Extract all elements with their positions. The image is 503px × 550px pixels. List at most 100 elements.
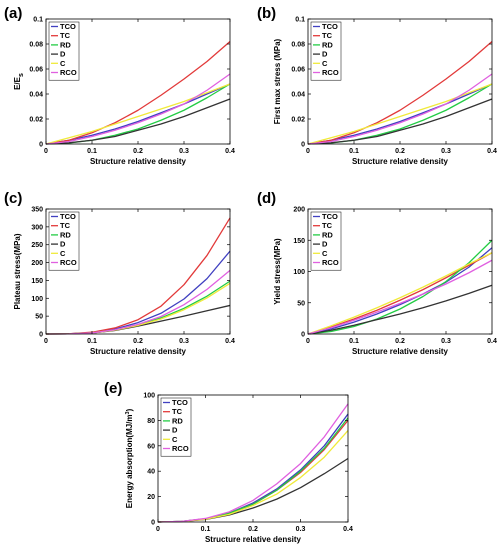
y-tick-label: 0.02 <box>29 117 43 124</box>
y-axis-title: E/Es <box>13 73 25 90</box>
y-tick-label: 0 <box>39 332 43 339</box>
legend-label-d: D <box>322 240 328 249</box>
x-tick-label: 0.4 <box>225 148 235 155</box>
y-axis-title-main: Energy absorption(MJ/m <box>125 414 134 508</box>
legend-label-tc: TC <box>60 221 71 230</box>
x-tick-label: 0.4 <box>487 148 497 155</box>
y-tick-label: 150 <box>31 278 43 285</box>
y-tick-label: 20 <box>147 494 155 501</box>
x-tick-label: 0 <box>156 526 160 533</box>
y-tick-label: 0 <box>39 142 43 149</box>
legend-label-c: C <box>60 59 66 68</box>
legend-label-rco: RCO <box>60 258 77 267</box>
series-line-d <box>307 284 493 335</box>
chart-panel-b: (b) 0 0.1 0.2 0.3 0.4 0 0.02 0.04 0.06 0.08 0.1 Stru… <box>257 5 497 166</box>
series-line-rco <box>157 403 349 523</box>
y-tick-label: 0.1 <box>295 17 305 24</box>
x-tick-label: 0 <box>306 338 310 345</box>
legend-label-rco: RCO <box>60 68 77 77</box>
series-line-c <box>45 83 231 145</box>
x-tick-label: 0.2 <box>248 526 258 533</box>
y-tick-label: 0.1 <box>33 17 43 24</box>
panel-label: (b) <box>257 5 276 22</box>
series-line-rco <box>45 73 231 145</box>
y-axis-title-end: ) <box>125 408 134 411</box>
chart-panel-c: (c) 0 0.1 0.2 0.3 0.4 0 50 100 150 200 250 300 350 Str… <box>4 190 235 356</box>
chart-panel-e: (e) 0 0.1 0.2 0.3 0.4 0 20 40 60 80 100 Structure re… <box>104 380 353 544</box>
y-tick-label: 0 <box>151 520 155 527</box>
x-tick-label: 0.1 <box>201 526 211 533</box>
y-tick-label: 0.04 <box>291 92 305 99</box>
x-tick-label: 0.2 <box>395 148 405 155</box>
x-tick-label: 0.3 <box>441 148 451 155</box>
series-line-rco <box>307 259 493 335</box>
y-axis-title: First max stress (MPa) <box>273 38 282 124</box>
y-tick-label: 0.06 <box>29 67 43 74</box>
x-tick-label: 0 <box>44 148 48 155</box>
legend-box <box>48 211 80 271</box>
series-line-d <box>45 98 231 145</box>
y-tick-label: 50 <box>35 314 43 321</box>
legend-label-c: C <box>322 59 328 68</box>
x-axis-title: Structure relative density <box>90 347 187 356</box>
y-tick-label: 0.02 <box>291 117 305 124</box>
legend-label-tc: TC <box>322 31 333 40</box>
x-tick-label: 0 <box>44 338 48 345</box>
y-tick-label: 80 <box>147 418 155 425</box>
y-axis-title-subscript: s <box>18 73 25 77</box>
y-tick-label: 0 <box>301 142 305 149</box>
y-tick-label: 250 <box>31 242 43 249</box>
series-line-rd <box>307 239 493 335</box>
x-tick-label: 0.4 <box>225 338 235 345</box>
legend-label-rd: RD <box>322 230 333 239</box>
legend-label-c: C <box>322 249 328 258</box>
y-tick-label: 100 <box>31 296 43 303</box>
x-tick-label: 0.2 <box>395 338 405 345</box>
chart-panel-a: (a) 0 0.1 0.2 0.3 0.4 0 0.02 0.04 0.06 0.08 0.1 Stru… <box>4 5 235 166</box>
legend-box <box>310 21 342 81</box>
chart-panel-d: (d) 0 0.1 0.2 0.3 0.4 0 50 100 150 200 Structure re… <box>257 190 497 356</box>
legend-label-rd: RD <box>60 40 71 49</box>
legend-label-c: C <box>60 249 66 258</box>
x-tick-label: 0.3 <box>296 526 306 533</box>
y-tick-label: 350 <box>31 207 43 214</box>
legend-box <box>160 397 192 457</box>
x-tick-label: 0.1 <box>87 338 97 345</box>
y-axis-title-main: E/E <box>13 76 22 90</box>
y-tick-label: 150 <box>293 238 305 245</box>
panel-label: (d) <box>257 190 276 207</box>
legend-label-d: D <box>60 240 66 249</box>
x-axis-title: Structure relative density <box>90 157 187 166</box>
legend-label-rco: RCO <box>322 68 339 77</box>
x-tick-label: 0.1 <box>349 338 359 345</box>
series-line-rco <box>45 269 231 335</box>
x-tick-label: 0.3 <box>441 338 451 345</box>
x-tick-label: 0.4 <box>343 526 353 533</box>
legend-label-rco: RCO <box>322 258 339 267</box>
legend-label-tco: TCO <box>172 398 188 407</box>
y-tick-label: 200 <box>31 260 43 267</box>
panel-label: (a) <box>4 5 22 22</box>
y-tick-label: 100 <box>293 269 305 276</box>
legend-box <box>310 211 342 271</box>
legend-label-d: D <box>172 426 178 435</box>
series-line-c <box>307 83 493 145</box>
series-line-rco <box>307 73 493 145</box>
y-tick-label: 0.06 <box>291 67 305 74</box>
legend-label-tc: TC <box>60 31 71 40</box>
y-tick-label: 300 <box>31 224 43 231</box>
y-axis-title: Plateau stress(MPa) <box>13 233 22 309</box>
legend-label-d: D <box>322 50 328 59</box>
legend-label-tc: TC <box>172 407 183 416</box>
series-line-tc <box>307 41 493 145</box>
y-tick-label: 60 <box>147 443 155 450</box>
x-tick-label: 0.1 <box>349 148 359 155</box>
y-axis-title-superscript: 3 <box>125 411 131 414</box>
legend-label-rd: RD <box>172 416 183 425</box>
x-axis-title: Structure relative density <box>352 157 449 166</box>
x-tick-label: 0 <box>306 148 310 155</box>
y-tick-label: 100 <box>143 393 155 400</box>
series-line-tco <box>307 247 493 335</box>
